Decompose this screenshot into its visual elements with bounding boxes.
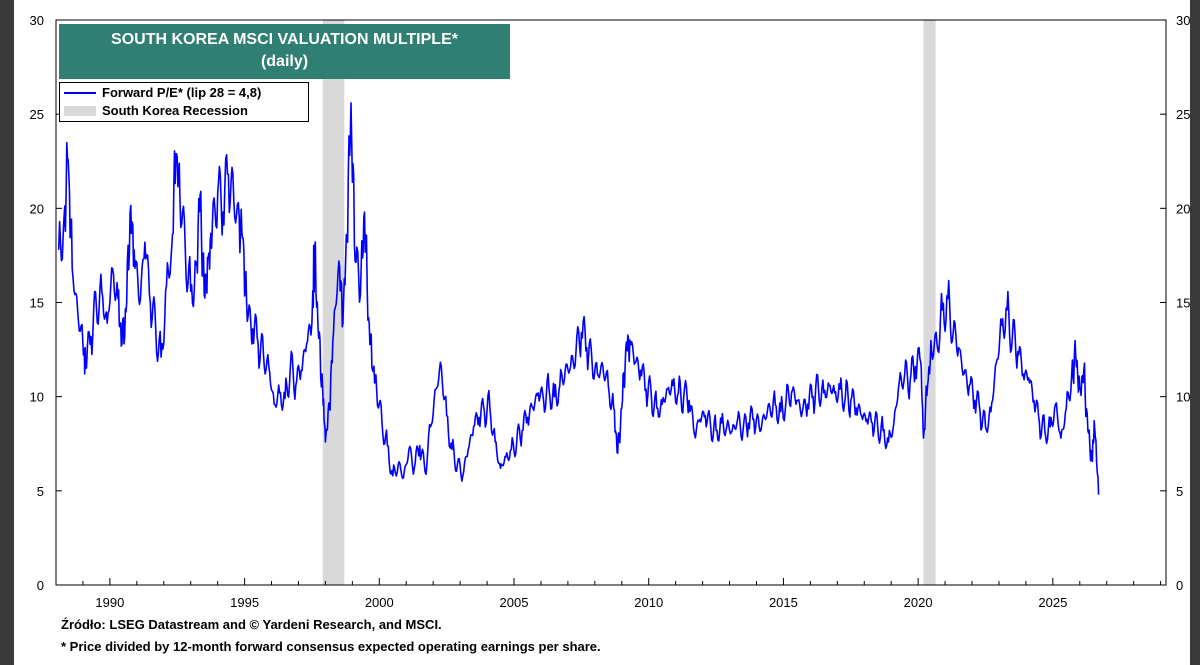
x-tick-label-2000: 2000 bbox=[365, 595, 394, 610]
y-tick-label-right-5: 5 bbox=[1176, 484, 1183, 499]
x-tick-label-2015: 2015 bbox=[769, 595, 798, 610]
y-tick-label-left-15: 15 bbox=[30, 296, 44, 311]
series-layer bbox=[57, 102, 1100, 495]
y-tick-label-left-5: 5 bbox=[37, 484, 44, 499]
y-tick-label-left-10: 10 bbox=[30, 390, 44, 405]
y-tick-label-left-30: 30 bbox=[30, 13, 44, 28]
x-tick-label-2025: 2025 bbox=[1038, 595, 1067, 610]
chart-subtitle: (daily) bbox=[260, 53, 309, 70]
recession-bands bbox=[322, 20, 936, 585]
y-tick-label-right-30: 30 bbox=[1176, 13, 1190, 28]
y-tick-label-left-0: 0 bbox=[37, 578, 44, 593]
y-tick-label-left-20: 20 bbox=[30, 201, 44, 216]
chart-panel: 0 0 5 5 10 10 15 15 20 20 25 25 30 30 1990 1995 2000 2005… bbox=[14, 0, 1190, 665]
source-note: Źródło: LSEG Datastream and © Yardeni Re… bbox=[61, 617, 442, 632]
chart-title: SOUTH KOREA MSCI VALUATION MULTIPLE* bbox=[111, 31, 458, 48]
legend-recession-swatch bbox=[64, 106, 96, 116]
recession-band-1 bbox=[923, 20, 936, 585]
x-tick-label-1990: 1990 bbox=[95, 595, 124, 610]
legend-label-forward-pe: Forward P/E* (lip 28 = 4,8) bbox=[102, 85, 262, 100]
left-dark-edge bbox=[0, 0, 14, 665]
legend: Forward P/E* (lip 28 = 4,8) South Korea … bbox=[59, 82, 309, 122]
x-tick-label-1995: 1995 bbox=[230, 595, 259, 610]
series-line-forward-pe bbox=[57, 102, 1100, 495]
legend-label-recession: South Korea Recession bbox=[102, 103, 248, 118]
footnote: * Price divided by 12-month forward cons… bbox=[61, 639, 601, 654]
x-tick-label-2010: 2010 bbox=[634, 595, 663, 610]
y-tick-label-right-15: 15 bbox=[1176, 296, 1190, 311]
x-tick-label-2020: 2020 bbox=[904, 595, 933, 610]
legend-line-swatch bbox=[64, 92, 96, 94]
y-tick-label-left-25: 25 bbox=[30, 107, 44, 122]
chart-title-box: SOUTH KOREA MSCI VALUATION MULTIPLE* (da… bbox=[59, 24, 510, 79]
x-tick-label-2005: 2005 bbox=[500, 595, 529, 610]
y-tick-label-right-10: 10 bbox=[1176, 390, 1190, 405]
y-tick-label-right-25: 25 bbox=[1176, 107, 1190, 122]
recession-band-0 bbox=[322, 20, 345, 585]
y-tick-label-right-0: 0 bbox=[1176, 578, 1183, 593]
right-dark-edge bbox=[1190, 0, 1200, 665]
y-tick-label-right-20: 20 bbox=[1176, 201, 1190, 216]
